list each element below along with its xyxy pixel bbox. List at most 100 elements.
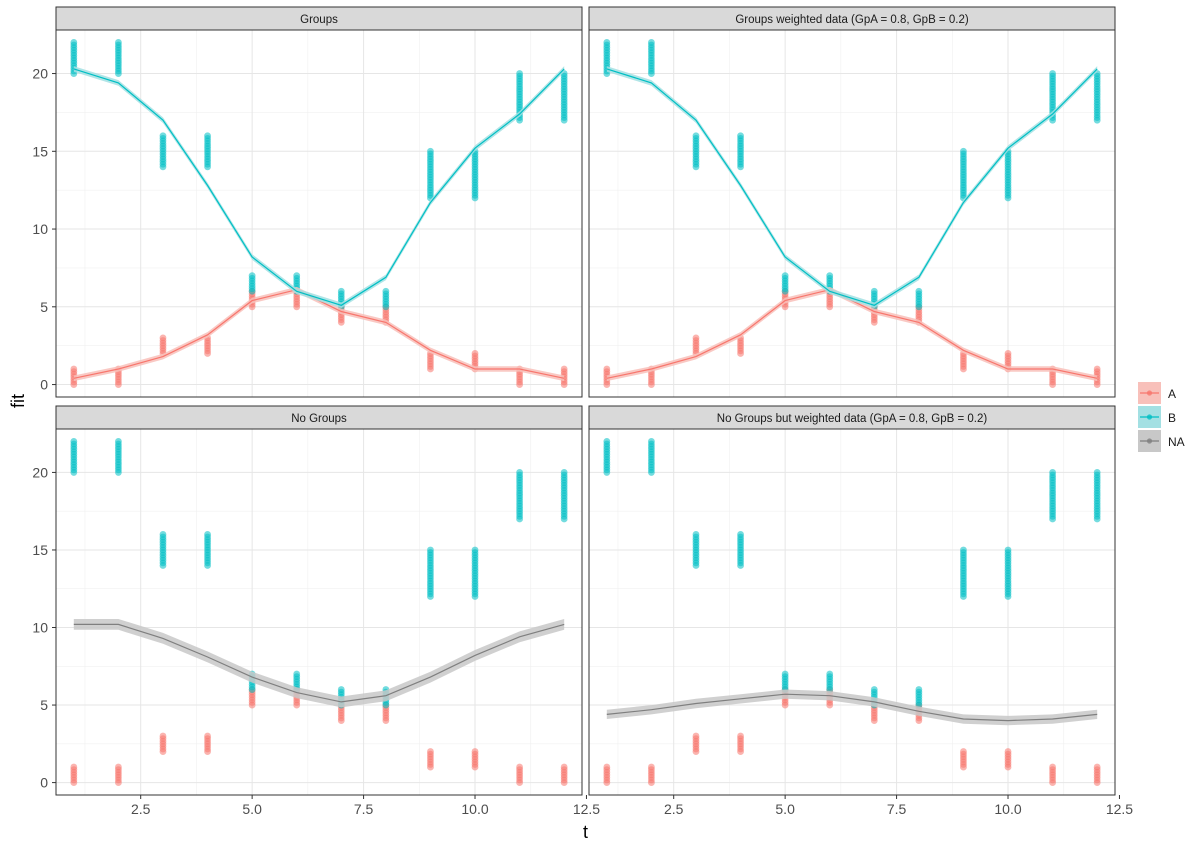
data-point-B <box>293 670 301 678</box>
data-point-B <box>1093 469 1101 476</box>
fit-line-B <box>606 68 1098 306</box>
confidence-band-A <box>73 286 565 382</box>
data-point-B <box>560 469 568 476</box>
data-point-B <box>648 438 655 445</box>
data-point-A <box>159 732 167 740</box>
legend: AB NA <box>1138 382 1185 452</box>
data-point-A <box>603 365 611 373</box>
data-point-A <box>115 763 122 771</box>
data-point-A <box>692 334 700 342</box>
data-point-B <box>870 287 878 295</box>
facet-title: Groups weighted data (GpA = 0.8, GpB = 0… <box>735 14 969 26</box>
y-tick-label: 0 <box>40 377 48 393</box>
data-point-A <box>1004 350 1012 357</box>
data-point-B <box>337 287 345 295</box>
legend-key-point <box>1146 414 1153 420</box>
y-tick-label: 20 <box>32 66 48 82</box>
y-tick-label: 0 <box>40 775 48 791</box>
data-point-B <box>960 147 967 155</box>
data-point-B <box>826 670 834 678</box>
data-point-B <box>159 531 167 538</box>
panel-background <box>56 429 582 795</box>
data-point-B <box>293 272 301 280</box>
x-tick-label: 12.5 <box>573 801 600 817</box>
data-point-B <box>70 39 78 46</box>
legend-label: A <box>1168 387 1176 401</box>
data-point-B <box>159 132 167 140</box>
panel-background <box>589 429 1115 795</box>
data-point-A <box>1049 763 1056 771</box>
legend-key-point <box>1146 390 1153 396</box>
fit-line-B <box>73 68 565 306</box>
y-tick-label: 15 <box>32 143 48 159</box>
legend-key-point <box>1146 438 1153 444</box>
x-tick-label: 2.5 <box>664 801 684 817</box>
panel-background <box>589 30 1115 397</box>
data-point-B <box>648 39 655 46</box>
x-tick-label: 5.0 <box>775 801 795 817</box>
x-tick-label: 10.0 <box>994 801 1021 817</box>
x-tick-label: 12.5 <box>1106 801 1133 817</box>
data-point-B <box>427 147 434 155</box>
x-tick-label: 7.5 <box>887 801 907 817</box>
legend-label: NA <box>1168 435 1185 449</box>
data-point-B <box>737 132 744 140</box>
data-point-B <box>1049 70 1056 77</box>
y-tick-label: 5 <box>40 299 48 315</box>
data-point-B <box>737 531 744 538</box>
facet-title: No Groups <box>291 413 347 425</box>
panel-border <box>55 29 583 398</box>
facet-panel: Groups 0 5 10 15 20 <box>32 6 583 398</box>
facet-panel: No Groups but weighted data (GpA = 0.8, … <box>588 405 1133 817</box>
data-point-B <box>1004 546 1012 554</box>
x-tick-label: 7.5 <box>354 801 374 817</box>
facet-title: Groups <box>300 14 338 26</box>
y-tick-label: 5 <box>40 697 48 713</box>
x-tick-label: 2.5 <box>131 801 151 817</box>
data-point-A <box>648 763 655 771</box>
y-axis-title: fit <box>8 394 28 408</box>
facet-panel: Groups weighted data (GpA = 0.8, GpB = 0… <box>588 6 1116 398</box>
data-point-B <box>516 469 523 476</box>
data-point-A <box>159 334 167 342</box>
data-point-B <box>781 272 789 280</box>
data-point-B <box>915 686 923 693</box>
data-point-A <box>427 748 434 755</box>
fit-line-NA <box>73 623 565 703</box>
data-point-A <box>737 732 744 740</box>
data-point-A <box>960 748 967 755</box>
data-point-A <box>471 350 479 357</box>
legend-label: B <box>1168 411 1176 425</box>
y-tick-label: 10 <box>32 221 48 237</box>
data-point-A <box>516 763 523 771</box>
data-point-A <box>70 365 78 373</box>
data-point-A <box>204 732 211 740</box>
panel-border <box>588 428 1116 796</box>
y-tick-label: 15 <box>32 542 48 558</box>
data-point-B <box>915 287 923 295</box>
data-point-A <box>1093 365 1101 373</box>
data-point-B <box>603 438 611 445</box>
facet-panel: No Groups 0 5 10 15 20 2.5 5.0 7.5 10.0 12.5 <box>32 405 600 817</box>
x-tick-label: 5.0 <box>242 801 262 817</box>
data-point-A <box>1093 763 1101 771</box>
panel-border <box>55 428 583 796</box>
data-point-A <box>603 763 611 771</box>
x-tick-label: 10.0 <box>461 801 488 817</box>
data-point-B <box>781 670 789 678</box>
confidence-band-NA <box>606 689 1098 726</box>
data-point-A <box>471 748 479 755</box>
data-point-A <box>70 763 78 771</box>
x-axis-title: t <box>583 822 588 842</box>
data-point-B <box>516 70 523 77</box>
data-point-B <box>115 39 122 46</box>
panel-background <box>56 30 582 397</box>
data-point-B <box>337 686 345 693</box>
fit-line-NA <box>606 693 1098 722</box>
y-tick-label: 20 <box>32 464 48 480</box>
data-point-B <box>115 438 122 445</box>
data-point-A <box>692 732 700 740</box>
data-point-B <box>471 546 479 554</box>
panel-border <box>588 29 1116 398</box>
data-point-B <box>692 531 700 538</box>
